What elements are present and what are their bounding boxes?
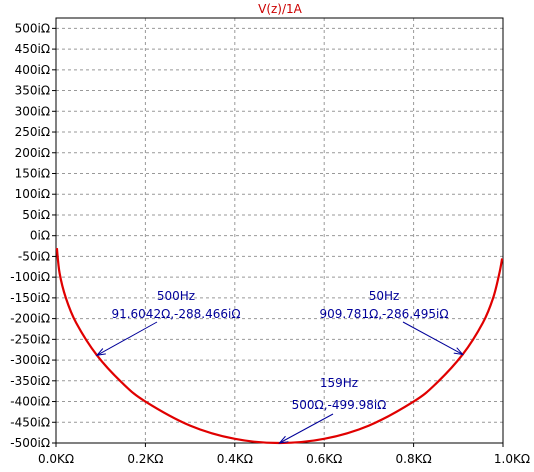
plot-frame [55,17,504,444]
y-tick-label: 150iΩ [15,166,50,180]
annotation-leader-line [279,413,334,444]
y-tick-label: -150iΩ [10,291,50,305]
y-tick-label: 200iΩ [15,146,50,160]
y-tick-label: 450iΩ [15,42,50,56]
y-tick-label: 350iΩ [15,84,50,98]
y-tick-label: 0iΩ [30,229,50,243]
annotation-leader-line [96,321,158,356]
annotation-arrowhead [453,347,464,356]
y-tick-label: 50iΩ [22,208,50,222]
grid-lines [56,18,503,443]
y-tick-label: 100iΩ [15,187,50,201]
annotation-title: 159Hz [320,376,358,390]
annotation-leader-line [402,321,463,355]
y-tick-label: 500iΩ [15,21,50,35]
y-tick-label: -100iΩ [10,270,50,284]
y-tick-label: -50iΩ [18,249,50,263]
y-tick-label: -200iΩ [10,312,50,326]
annotation-arrowhead [95,348,106,357]
x-tick-label: 1.0KΩ [494,452,530,466]
y-tick-label: 400iΩ [15,63,50,77]
y-tick-label: 300iΩ [15,104,50,118]
annotation-value: 91.6042Ω,-288.466iΩ [111,307,240,321]
y-tick-label: -300iΩ [10,353,50,367]
y-tick-label: 250iΩ [15,125,50,139]
annotation-arrowhead [278,435,289,444]
x-tick-label: 0.6KΩ [306,452,342,466]
annotation-title: 500Hz [157,289,195,303]
x-tick-label: 0.8KΩ [396,452,432,466]
y-tick-label: -250iΩ [10,332,50,346]
annotation-layer: 500Hz 91.6042Ω,-288.466iΩ 50Hz 909.781Ω,-28… [95,289,464,444]
y-tick-label: -450iΩ [10,415,50,429]
x-tick-label: 0.0KΩ [38,452,74,466]
y-tick-label: -400iΩ [10,395,50,409]
chart-title: V(z)/1A [258,2,303,16]
annotation-value: 909.781Ω,-286.495iΩ [319,307,448,321]
annotation-title: 50Hz [369,289,400,303]
x-tick-label: 0.2KΩ [127,452,163,466]
y-tick-label: -500iΩ [10,436,50,450]
annotation-value: 500Ω,-499.98iΩ [292,398,387,412]
x-tick-label: 0.4KΩ [217,452,253,466]
y-tick-label: -350iΩ [10,374,50,388]
axis-ticks: 0.0KΩ 0.2KΩ 0.4KΩ 0.6KΩ 0.8KΩ 1.0KΩ 500iΩ 450iΩ… [10,21,530,466]
